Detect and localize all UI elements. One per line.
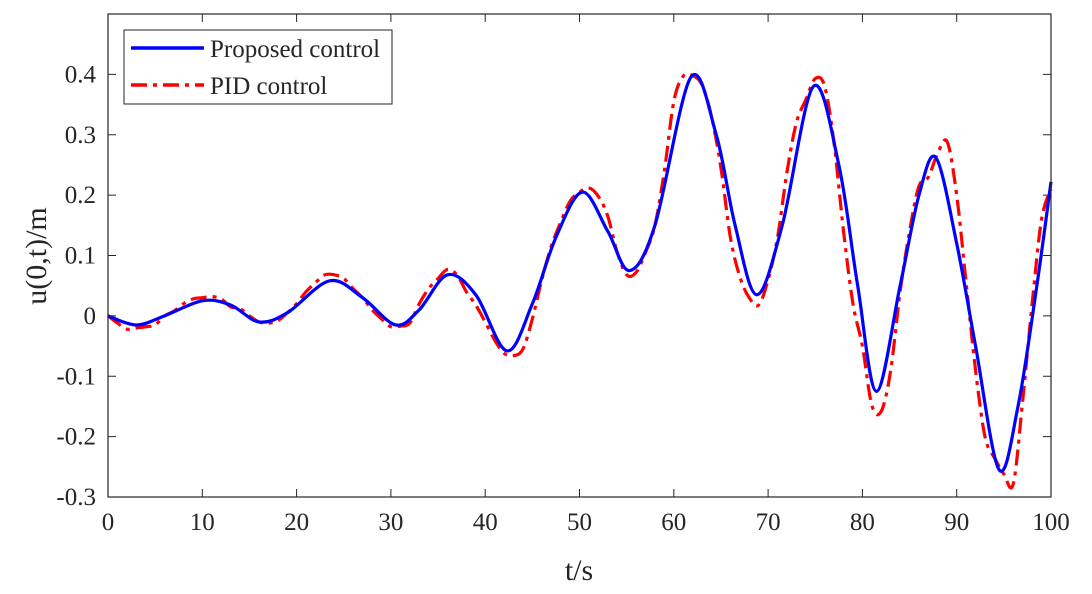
x-tick-label: 10 <box>190 509 215 536</box>
x-tick-label: 60 <box>661 509 686 536</box>
y-tick-label: 0.2 <box>65 182 96 209</box>
x-tick-label: 80 <box>850 509 875 536</box>
x-tick-label: 0 <box>102 509 115 536</box>
legend: Proposed control PID control <box>123 29 393 105</box>
x-axis-label: t/s <box>565 554 593 587</box>
x-tick-label: 40 <box>473 509 498 536</box>
y-tick-label: -0.3 <box>56 484 96 511</box>
legend-label-proposed-control: Proposed control <box>210 36 380 63</box>
y-tick-label: 0 <box>84 303 97 330</box>
series-layer <box>107 72 1053 490</box>
legend-label-pid-control: PID control <box>210 73 327 100</box>
x-axis-ticks: 0 10 20 30 40 50 60 70 80 90 100 <box>102 14 1070 536</box>
y-tick-label: 0.3 <box>65 122 96 149</box>
x-tick-label: 20 <box>284 509 309 536</box>
y-tick-label: 0.4 <box>65 61 97 88</box>
plot-frame <box>107 13 1052 498</box>
y-tick-label: 0.1 <box>65 243 96 270</box>
x-tick-label: 100 <box>1032 509 1070 536</box>
y-axis-label: u(0,t)/m <box>20 207 53 305</box>
series-line-proposed-control <box>107 73 1053 473</box>
y-tick-label: -0.2 <box>56 424 96 451</box>
y-tick-label: -0.1 <box>56 363 96 390</box>
x-tick-label: 30 <box>378 509 403 536</box>
y-axis-ticks: -0.3 -0.2 -0.1 0 0.1 0.2 0.3 0.4 <box>56 61 1051 511</box>
x-tick-label: 70 <box>756 509 781 536</box>
legend-box <box>123 29 393 105</box>
x-tick-label: 50 <box>567 509 592 536</box>
x-tick-label: 90 <box>944 509 969 536</box>
